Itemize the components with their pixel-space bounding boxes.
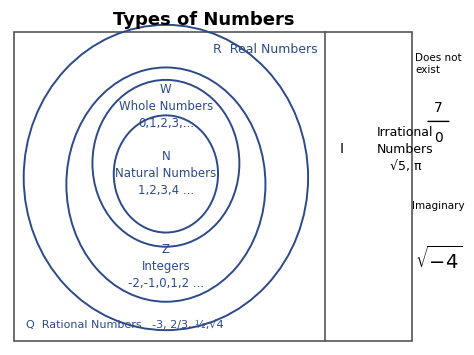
Text: W
Whole Numbers
0,1,2,3,...: W Whole Numbers 0,1,2,3,... <box>119 83 213 130</box>
Text: 0: 0 <box>434 131 443 146</box>
Text: Does not
exist: Does not exist <box>415 53 462 75</box>
Text: Z
Integers
-2,-1,0,1,2 ...: Z Integers -2,-1,0,1,2 ... <box>128 243 204 290</box>
Text: Types of Numbers: Types of Numbers <box>113 11 294 29</box>
Text: R  Real Numbers: R Real Numbers <box>213 43 318 56</box>
Text: Q  Rational Numbers   -3, 2/3, ½,√4: Q Rational Numbers -3, 2/3, ½,√4 <box>26 320 224 330</box>
Text: Imaginary: Imaginary <box>412 201 465 211</box>
Text: $\sqrt{-4}$: $\sqrt{-4}$ <box>415 246 462 273</box>
Text: Irrational
Numbers
√5, π: Irrational Numbers √5, π <box>377 126 434 173</box>
Bar <box>14 32 412 341</box>
Text: N
Natural Numbers
1,2,3,4 ...: N Natural Numbers 1,2,3,4 ... <box>115 151 217 197</box>
Text: I: I <box>339 142 343 156</box>
Text: 7: 7 <box>434 101 443 115</box>
